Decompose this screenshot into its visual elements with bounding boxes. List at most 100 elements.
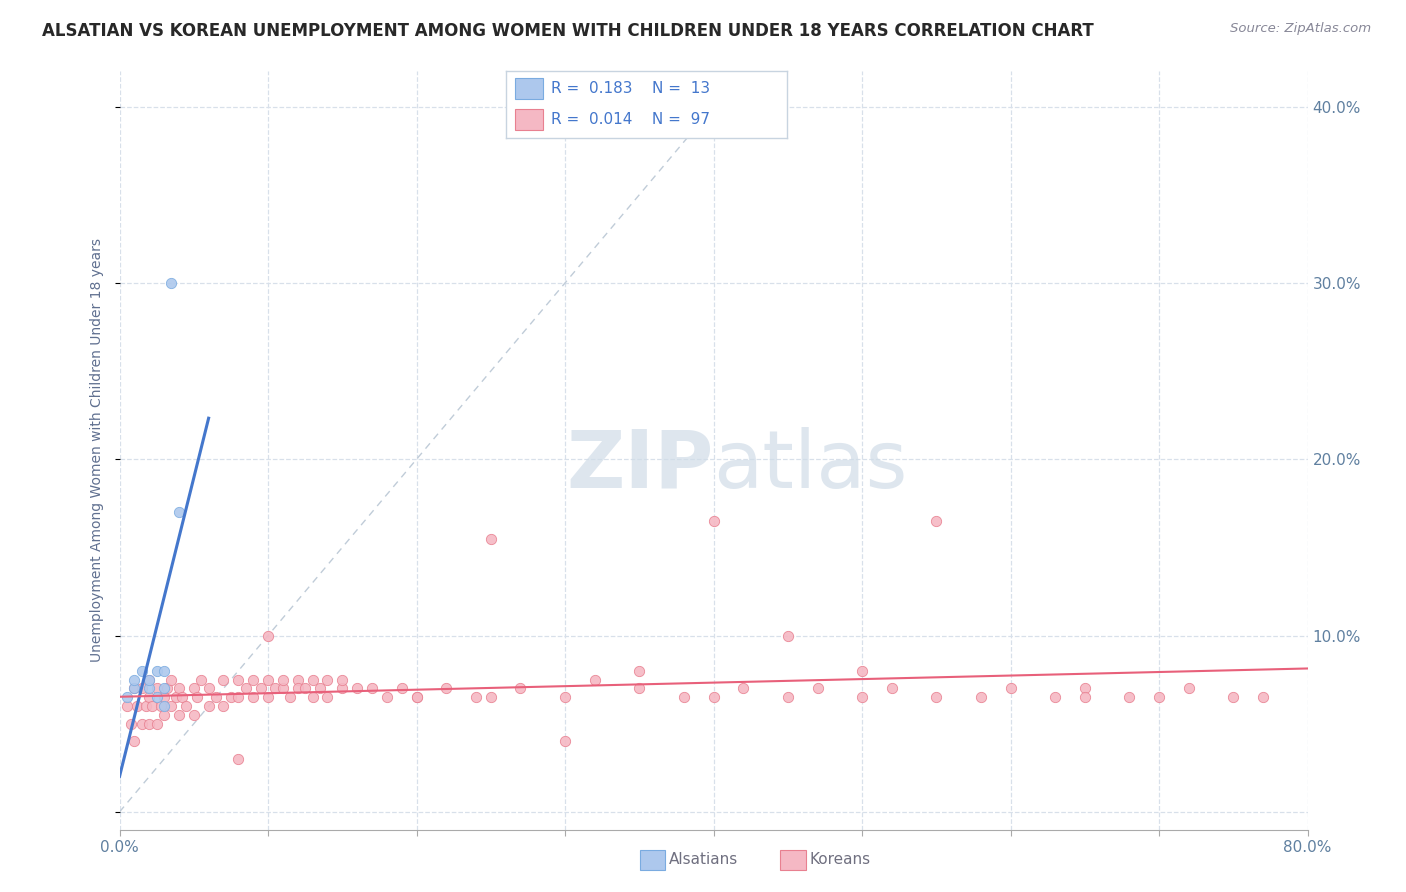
Point xyxy=(628,681,651,696)
Point xyxy=(138,673,160,687)
Point xyxy=(197,681,219,696)
Point xyxy=(434,681,457,696)
Point xyxy=(160,673,183,687)
Point xyxy=(124,681,146,696)
Point xyxy=(375,690,398,705)
Point xyxy=(141,699,163,714)
Point xyxy=(330,681,353,696)
Point xyxy=(120,716,142,731)
Point xyxy=(970,690,993,705)
Text: Source: ZipAtlas.com: Source: ZipAtlas.com xyxy=(1230,22,1371,36)
Point xyxy=(138,673,160,687)
Point xyxy=(219,690,242,705)
Point xyxy=(131,664,153,678)
Point xyxy=(776,690,799,705)
Point xyxy=(264,681,287,696)
Point xyxy=(733,681,755,696)
Point xyxy=(405,690,427,705)
Point xyxy=(160,699,183,714)
Point xyxy=(228,752,250,766)
Point xyxy=(115,690,138,705)
Text: ZIP: ZIP xyxy=(567,426,714,505)
Point xyxy=(1000,681,1022,696)
Point xyxy=(509,681,531,696)
Point xyxy=(186,690,208,705)
Point xyxy=(235,681,257,696)
Point xyxy=(167,505,190,519)
Point xyxy=(160,276,183,290)
Point xyxy=(309,681,332,696)
Point xyxy=(138,716,160,731)
Point xyxy=(925,690,948,705)
Point xyxy=(703,690,725,705)
Point xyxy=(1222,690,1244,705)
Point xyxy=(127,699,149,714)
Point xyxy=(316,690,339,705)
Point xyxy=(271,681,294,696)
Point xyxy=(212,673,235,687)
Point xyxy=(249,681,271,696)
Point xyxy=(131,681,153,696)
Point xyxy=(145,716,167,731)
Point xyxy=(153,664,176,678)
Point xyxy=(1251,690,1274,705)
Point xyxy=(806,681,828,696)
Point xyxy=(138,681,160,696)
Point xyxy=(197,699,219,714)
Point xyxy=(271,673,294,687)
Point xyxy=(925,514,948,528)
Point xyxy=(156,681,179,696)
Point xyxy=(170,690,193,705)
Point xyxy=(153,708,176,723)
Bar xyxy=(515,78,543,99)
Point xyxy=(287,673,309,687)
Point xyxy=(150,699,173,714)
Text: Koreans: Koreans xyxy=(810,853,870,867)
Point xyxy=(1043,690,1066,705)
Point xyxy=(167,708,190,723)
Point xyxy=(135,699,157,714)
Point xyxy=(131,716,153,731)
Point xyxy=(330,673,353,687)
Point xyxy=(301,690,323,705)
Point xyxy=(1074,690,1097,705)
Point xyxy=(183,708,205,723)
Point xyxy=(242,690,264,705)
Point xyxy=(124,734,146,748)
Point xyxy=(1074,681,1097,696)
Point xyxy=(278,690,301,705)
Point xyxy=(138,690,160,705)
Point xyxy=(228,673,250,687)
Point xyxy=(479,532,502,546)
Point xyxy=(287,681,309,696)
Point xyxy=(257,629,280,643)
Point xyxy=(464,690,488,705)
Point xyxy=(1118,690,1140,705)
Point xyxy=(346,681,368,696)
Point xyxy=(183,681,205,696)
Point xyxy=(554,690,576,705)
Point xyxy=(115,699,138,714)
Point xyxy=(880,681,903,696)
Point xyxy=(294,681,316,696)
Point xyxy=(242,673,264,687)
Point xyxy=(145,681,167,696)
Point xyxy=(165,690,187,705)
Point xyxy=(1147,690,1170,705)
Point xyxy=(176,699,198,714)
Point xyxy=(153,681,176,696)
Text: R =  0.183    N =  13: R = 0.183 N = 13 xyxy=(551,81,710,96)
Point xyxy=(672,690,695,705)
Text: ALSATIAN VS KOREAN UNEMPLOYMENT AMONG WOMEN WITH CHILDREN UNDER 18 YEARS CORRELA: ALSATIAN VS KOREAN UNEMPLOYMENT AMONG WO… xyxy=(42,22,1094,40)
Bar xyxy=(515,109,543,130)
Point xyxy=(205,690,228,705)
Point xyxy=(703,514,725,528)
Point xyxy=(405,690,427,705)
Point xyxy=(167,681,190,696)
Text: Alsatians: Alsatians xyxy=(669,853,738,867)
Point xyxy=(1178,681,1201,696)
Point xyxy=(124,673,146,687)
Point xyxy=(124,681,146,696)
Point xyxy=(257,673,280,687)
Point xyxy=(212,699,235,714)
